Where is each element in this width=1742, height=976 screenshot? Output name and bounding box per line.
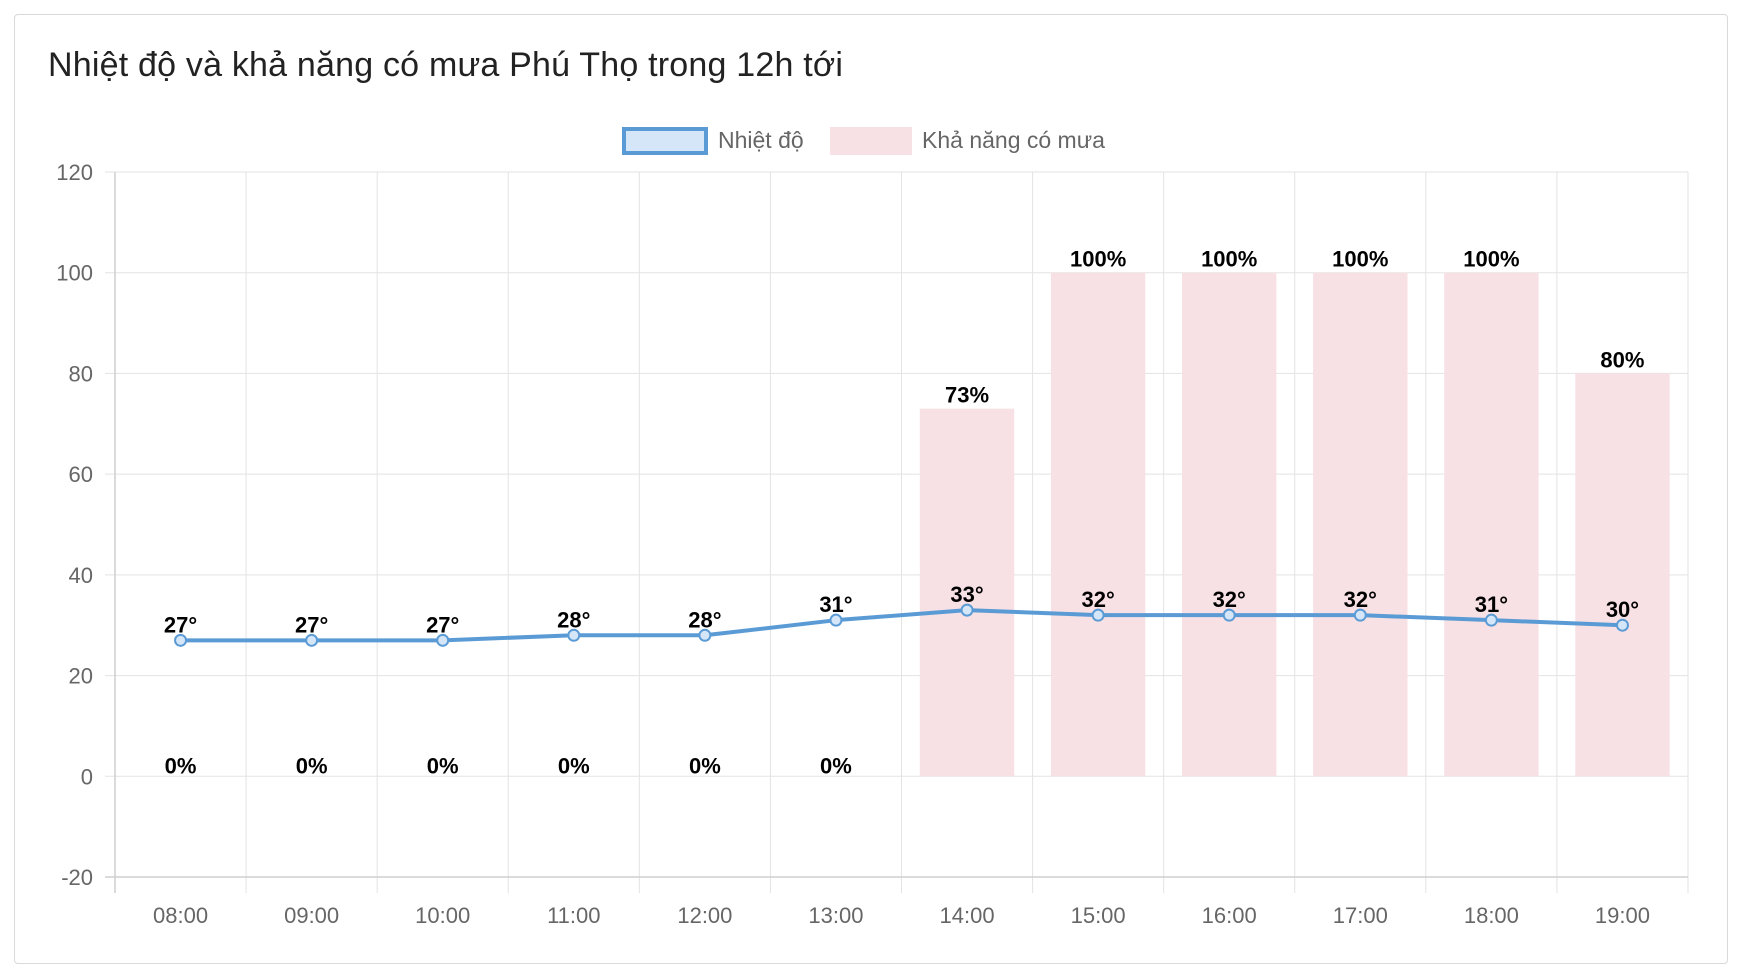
temperature-point[interactable] [174, 633, 188, 647]
y-tick-label: 120 [56, 160, 93, 185]
rain-label: 100% [1070, 247, 1126, 272]
rain-bar [1444, 272, 1539, 777]
rain-label: 0% [165, 753, 197, 778]
temperature-label: 27° [164, 612, 197, 637]
y-tick-label: -20 [61, 865, 93, 890]
temperature-line [174, 603, 1629, 647]
x-tick-label: 14:00 [940, 903, 995, 928]
temperature-point[interactable] [1222, 608, 1236, 622]
legend-swatch-rain[interactable] [830, 127, 912, 155]
legend[interactable]: Nhiệt độ Khả năng có mưa [622, 127, 1105, 155]
rain-label: 73% [945, 383, 989, 408]
temperature-point[interactable] [436, 633, 450, 647]
temperature-point[interactable] [829, 613, 843, 627]
rain-bar [1182, 272, 1277, 777]
rain-label: 100% [1463, 247, 1519, 272]
temperature-label: 31° [819, 592, 852, 617]
temperature-label: 33° [950, 582, 983, 607]
y-tick-label: 100 [56, 261, 93, 286]
temperature-label: 32° [1213, 587, 1246, 612]
temperature-point[interactable] [567, 628, 581, 642]
rain-label: 0% [558, 753, 590, 778]
temperature-label: 28° [557, 607, 590, 632]
y-tick-label: 0 [81, 764, 93, 789]
legend-label-rain[interactable]: Khả năng có mưa [922, 127, 1105, 153]
rain-bar [919, 408, 1015, 777]
temperature-label: 28° [688, 607, 721, 632]
data-labels: 0% 0% 0% 0% 0% 0% 73% 100% 100% 100% 100% 80% 27° 27°… [164, 247, 1645, 779]
x-tick-label: 15:00 [1071, 903, 1126, 928]
y-tick-label: 80 [69, 361, 93, 386]
temperature-point[interactable] [1615, 618, 1629, 632]
temperature-point[interactable] [698, 628, 712, 642]
y-tick-label: 20 [69, 664, 93, 689]
temperature-label: 27° [295, 612, 328, 637]
x-tick-label: 17:00 [1333, 903, 1388, 928]
rain-bars [919, 272, 1670, 777]
rain-label: 0% [689, 753, 721, 778]
temperature-point[interactable] [305, 633, 319, 647]
x-tick-label: 08:00 [153, 903, 208, 928]
x-tick-label: 11:00 [547, 903, 600, 928]
rain-label: 0% [427, 753, 459, 778]
y-tick-label: 40 [69, 563, 93, 588]
x-tick-label: 19:00 [1595, 903, 1650, 928]
x-tick-label: 16:00 [1202, 903, 1257, 928]
y-tick-label: 60 [69, 462, 93, 487]
x-tick-label: 18:00 [1464, 903, 1519, 928]
rain-label: 100% [1201, 247, 1257, 272]
rain-bar [1050, 272, 1146, 777]
temperature-label: 32° [1081, 587, 1114, 612]
temperature-label: 27° [426, 612, 459, 637]
temperature-point[interactable] [1353, 608, 1367, 622]
rain-bar [1313, 272, 1408, 777]
chart-title: Nhiệt độ và khả năng có mưa Phú Thọ tron… [48, 46, 844, 84]
temperature-point[interactable] [960, 603, 974, 617]
temperature-label: 30° [1606, 597, 1639, 622]
temperature-label: 32° [1344, 587, 1377, 612]
grid [105, 171, 1689, 893]
rain-label: 80% [1600, 347, 1644, 372]
temperature-point[interactable] [1091, 608, 1105, 622]
rain-label: 100% [1332, 247, 1388, 272]
rain-bar [1575, 373, 1670, 777]
temperature-polyline [180, 608, 1623, 643]
temperature-label: 31° [1475, 592, 1508, 617]
legend-label-temperature[interactable]: Nhiệt độ [718, 127, 804, 153]
rain-label: 0% [820, 753, 852, 778]
x-tick-label: 13:00 [808, 903, 863, 928]
axes: -20 0 20 40 60 80 100 120 08:00 09:00 10:00 11:00 12… [56, 160, 1688, 928]
rain-label: 0% [296, 753, 328, 778]
temperature-point[interactable] [1484, 613, 1498, 627]
x-tick-label: 12:00 [677, 903, 732, 928]
x-tick-label: 10:00 [415, 903, 470, 928]
legend-swatch-temperature[interactable] [622, 127, 708, 155]
x-tick-label: 09:00 [284, 903, 339, 928]
